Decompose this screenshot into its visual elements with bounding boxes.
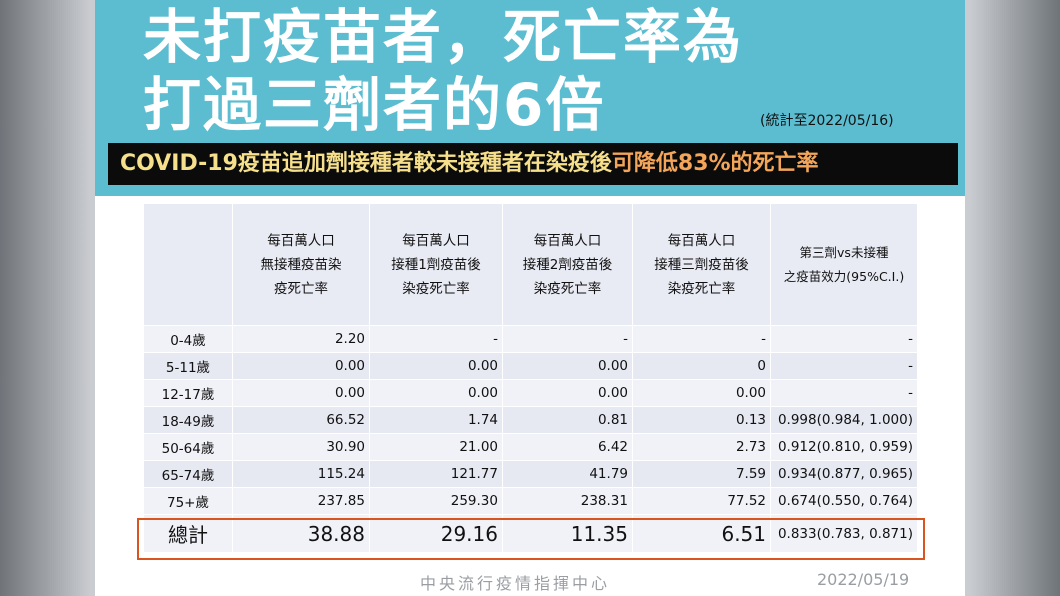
table-row: 5-11歲 0.00 0.00 0.00 0- [143,352,918,380]
title-line: 打過三劑者的6倍 [143,71,606,139]
header-line: 染疫死亡率 [533,280,602,297]
table-row: 0-4歲 2.20- - - - [143,325,918,353]
cell: 0.00 [369,352,503,380]
cell: 0.00 [502,379,633,407]
table-row: 50-64歲 30.90 21.00 6.42 2.73 0.912(0.810, 0.9… [143,433,918,461]
cell: 0.00 [502,352,633,380]
header-line: 接種三劑疫苗後 [654,256,749,273]
cell: 6.42 [502,433,633,461]
table-row: 75+歲 237.85 259.30 238.31 77.52 0.674(0.550, … [143,487,918,515]
cell: 0.674(0.550, 0.764) [770,487,918,515]
header-cell: 每百萬人口接種2劑疫苗後 染疫死亡率 [502,203,633,326]
cell: 0.00 [632,379,771,407]
row-label: 65-74歲 [143,460,233,488]
cell: 237.85 [232,487,370,515]
header-line: 接種1劑疫苗後 [391,256,481,273]
header-line: 每百萬人口 [267,232,335,249]
cell: 6.51 [632,514,771,553]
cell: 115.24 [232,460,370,488]
cell: 0.833(0.783, 0.871) [770,514,918,553]
cell: 0.81 [502,406,633,434]
header-cell: 每百萬人口無接種疫苗染 疫死亡率 [232,203,370,326]
slide: 未打疫苗者，死亡率為 打過三劑者的6倍 (統計至2022/05/16) COVI… [95,0,965,596]
cell: 259.30 [369,487,503,515]
header-cell: 第三劑vs未接種 之疫苗效力(95%C.I.) [770,203,918,326]
cell: - [770,325,918,353]
row-label: 50-64歲 [143,433,233,461]
cell: - [770,352,918,380]
subtitle: COVID-19疫苗追加劑接種者較未接種者在染疫後 [120,151,612,176]
cell: 0.998(0.984, 1.000) [770,406,918,434]
cell: - [632,325,771,353]
cell: 1.74 [369,406,503,434]
header-line: 每百萬人口 [667,232,736,249]
cell: 0.912(0.810, 0.959) [770,433,918,461]
header-cell [143,203,233,326]
header-cell: 每百萬人口接種三劑疫苗後 染疫死亡率 [632,203,771,326]
row-label: 5-11歲 [143,352,233,380]
header-line: 每百萬人口 [402,232,470,249]
cell: 0 [632,352,771,380]
header-line: 接種2劑疫苗後 [522,256,613,273]
table-row: 總計 38.88 29.16 11.35 6.51 0.833(0.783, 0.871) [143,514,918,553]
row-label: 18-49歲 [143,406,233,434]
table-row: 65-74歲 115.24 121.77 41.79 7.59 0.934(0.877, … [143,460,918,488]
table: 每百萬人口 無接種疫苗染 疫死亡率 每百萬人口 接種1劑疫苗後 染疫死亡率 每百萬人口 接種2… [143,203,918,553]
header-line: 無接種疫苗染 [260,256,342,273]
header-line: 之疫苗效力(95%C.I.) [783,268,905,284]
cell: 41.79 [502,460,633,488]
cell: 0.934(0.877, 0.965) [770,460,918,488]
header-line: 疫死亡率 [274,280,328,297]
cell: - [502,325,633,353]
cell: 21.00 [369,433,503,461]
table-row: 18-49歲 66.52 1.74 0.81 0.13 0.998(0.984, 1.00… [143,406,918,434]
title-line: 未打疫苗者，死亡率為 [143,3,744,71]
source: 中央流行疫情指揮中心 [420,574,611,593]
cell: 66.52 [232,406,370,434]
header-line: 第三劑vs未接種 [799,244,889,260]
cell: 2.73 [632,433,771,461]
cell: 30.90 [232,433,370,461]
cell: 0.00 [232,379,370,407]
cell: 7.59 [632,460,771,488]
row-label: 總計 [143,514,233,553]
cell: 11.35 [502,514,633,553]
total-highlight [137,518,925,560]
subtitle-highlight: 可降低83%的死亡率 [611,151,819,176]
header-row: 每百萬人口 無接種疫苗染 疫死亡率 每百萬人口 接種1劑疫苗後 染疫死亡率 每百萬人口 接種2… [143,203,918,326]
subtitle-bar: COVID-19疫苗追加劑接種者較未接種者在染疫後可降低83%的死亡率 [108,143,958,185]
cell: 2.20 [232,325,370,353]
row-label: 0-4歲 [143,325,233,353]
cell: 0.00 [232,352,370,380]
cell: 29.16 [369,514,503,553]
date: 2022/05/19 [817,570,910,589]
cell: - [369,325,503,353]
row-label: 12-17歲 [143,379,233,407]
header: 未打疫苗者，死亡率為 打過三劑者的6倍 (統計至2022/05/16) COVI… [95,0,965,196]
cell: 0.13 [632,406,771,434]
note: (統計至2022/05/16) [760,113,894,129]
header-line: 染疫死亡率 [667,280,736,297]
header-line: 每百萬人口 [533,232,602,249]
header-line: 染疫死亡率 [402,280,470,297]
cell: 77.52 [632,487,771,515]
table-row: 12-17歲 0.00 0.00 0.00 0.00- [143,379,918,407]
cell: - [770,379,918,407]
row-label: 75+歲 [143,487,233,515]
cell: 238.31 [502,487,633,515]
cell: 121.77 [369,460,503,488]
cell: 0.00 [369,379,503,407]
header-cell: 每百萬人口接種1劑疫苗後 染疫死亡率 [369,203,503,326]
